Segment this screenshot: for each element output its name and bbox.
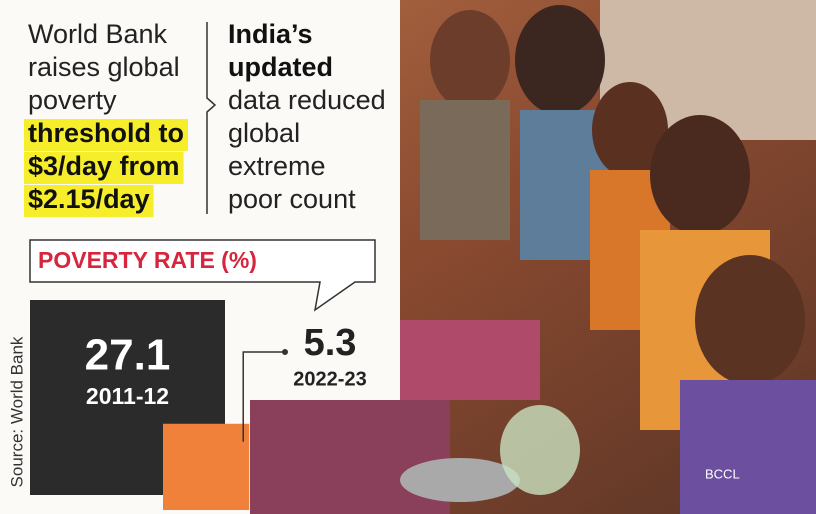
highlight [24, 185, 154, 217]
value-square [163, 423, 250, 510]
subhead-bold: updated [228, 52, 333, 82]
leader-line [242, 351, 285, 442]
headline-line: raises global [28, 52, 180, 82]
chart-title: POVERTY RATE (%) [38, 247, 257, 273]
subhead-line: global [228, 118, 300, 148]
subhead-line: extreme [228, 151, 326, 181]
subhead-line: data reduced [228, 85, 386, 115]
headline-line: World Bank [28, 19, 168, 49]
credit: BCCL [705, 466, 740, 481]
source: Source: World Bank [7, 336, 26, 487]
headline-highlight: $2.15/day [28, 184, 150, 214]
value-label: 27.1 [85, 331, 171, 380]
leader-dot [282, 349, 288, 355]
subhead-line: poor count [228, 184, 356, 214]
subhead-bold: India’s [228, 19, 313, 49]
headline-highlight: threshold to [28, 118, 184, 148]
highlight [24, 152, 184, 184]
title-box [29, 239, 376, 312]
value-label: 5.3 [304, 322, 357, 364]
highlight [24, 119, 188, 151]
divider [206, 22, 217, 214]
category-label: 2011-12 [86, 383, 169, 409]
headline-line: poverty [28, 85, 117, 115]
headline-highlight: $3/day from [28, 151, 180, 181]
category-label: 2022-23 [293, 368, 366, 390]
